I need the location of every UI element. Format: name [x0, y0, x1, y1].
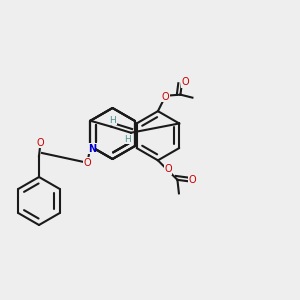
Text: O: O	[182, 77, 189, 87]
Text: O: O	[162, 92, 169, 102]
Text: O: O	[164, 164, 172, 174]
Text: N: N	[88, 144, 96, 154]
Text: O: O	[189, 175, 196, 185]
Text: O: O	[84, 158, 91, 168]
Text: O: O	[37, 137, 44, 148]
Text: H: H	[110, 116, 116, 124]
Text: H: H	[124, 135, 131, 144]
